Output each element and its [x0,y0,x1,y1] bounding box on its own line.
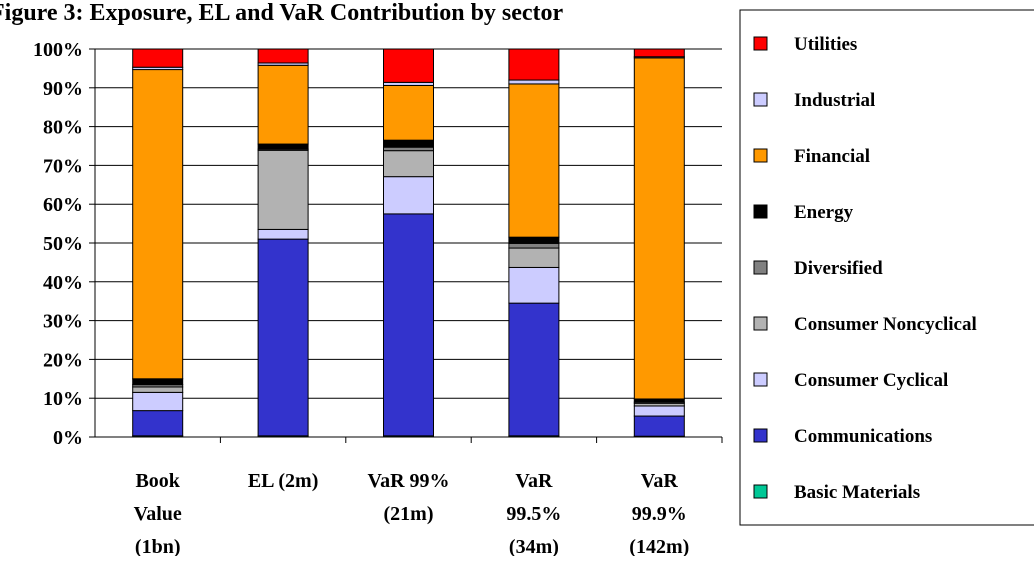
y-tick-label: 50% [43,233,83,255]
bar-segment [508,79,560,85]
legend-label: Consumer Cyclical [794,370,948,391]
y-tick-label: 80% [43,117,83,139]
chart-title: Figure 3: Exposure, EL and VaR Contribut… [0,0,564,26]
bar-segment [383,139,434,148]
x-category-label: (142m) [629,536,689,556]
legend-swatch [753,428,768,443]
bar-segment [132,391,184,412]
bar-segment [383,150,434,178]
x-category-label: 99.9% [632,503,687,525]
bar-segment [508,242,560,249]
legend-label: Financial [794,146,870,167]
bar-segment [633,57,685,400]
bar-stack [633,48,685,438]
bar-segment [257,149,309,230]
x-category-label: VaR 99% [367,470,449,492]
y-tick-label: 0% [53,427,83,449]
bar-segment [383,146,434,152]
y-tick-label: 100% [33,39,83,61]
x-category-label: (34m) [509,536,559,556]
bar-segment [257,64,309,145]
bar-segment [383,213,434,437]
bar-segment [257,228,309,240]
bar-segment [633,48,685,58]
y-tick-label: 20% [43,349,83,371]
bar-stack [132,48,184,438]
bar-segment [633,415,685,437]
x-category-label: Value [134,503,182,525]
x-category-label: EL (2m) [248,470,319,492]
x-category-label: 99.5% [506,503,561,525]
bar-stack [257,48,309,438]
y-tick-label: 90% [43,78,83,100]
bar-segment [383,48,434,83]
bar-segment [633,405,685,417]
legend-label: Industrial [794,90,875,111]
bar-segment [508,266,560,304]
legend-swatch [753,316,768,331]
x-category-label: VaR [641,470,679,492]
legend-label: Energy [794,202,854,223]
bar-segment [508,302,560,437]
legend-swatch [753,372,768,387]
legend-swatch [753,260,768,275]
axes: 0% 10% 20% 30% 40% 50% 60% 70% 80% 90% 100% Book Val… [33,39,723,558]
bar-segment [132,48,184,68]
x-category-label: Book [135,470,180,492]
bar-segment [508,83,560,238]
bar-segment [257,48,309,64]
y-tick-label: 40% [43,272,83,294]
legend-swatch [753,36,768,51]
bar-segment [508,236,560,244]
y-tick-label: 60% [43,194,83,216]
bar-segment [383,84,434,141]
bar-segment [508,247,560,268]
bar-stack [508,48,560,438]
bar-segment [508,48,560,81]
legend-label: Utilities [794,34,857,55]
bars [132,48,685,438]
legend-swatch [753,484,768,499]
bar-segment [132,69,184,380]
legend-swatch [753,204,768,219]
bar-segment [132,410,184,437]
legend: Utilities Industrial Financial Energy Divers… [739,9,1034,526]
legend-box [739,9,1034,526]
legend-label: Basic Materials [794,482,920,503]
bar-segment [257,143,309,150]
bar-segment [132,378,184,386]
x-category-label: (21m) [384,503,434,525]
y-tick-label: 30% [43,311,83,333]
bar-segment [132,386,184,393]
y-tick-label: 10% [43,388,83,410]
bar-stack [383,48,434,438]
legend-label: Communications [794,426,932,447]
legend-label: Consumer Noncyclical [794,314,977,335]
x-category-label: (1bn) [135,536,181,556]
x-category-label: VaR [515,470,553,492]
legend-swatch [753,148,768,163]
legend-swatch [753,92,768,107]
bar-segment [383,176,434,215]
legend-label: Diversified [794,258,883,279]
bar-segment [257,238,309,437]
y-tick-label: 70% [43,155,83,177]
